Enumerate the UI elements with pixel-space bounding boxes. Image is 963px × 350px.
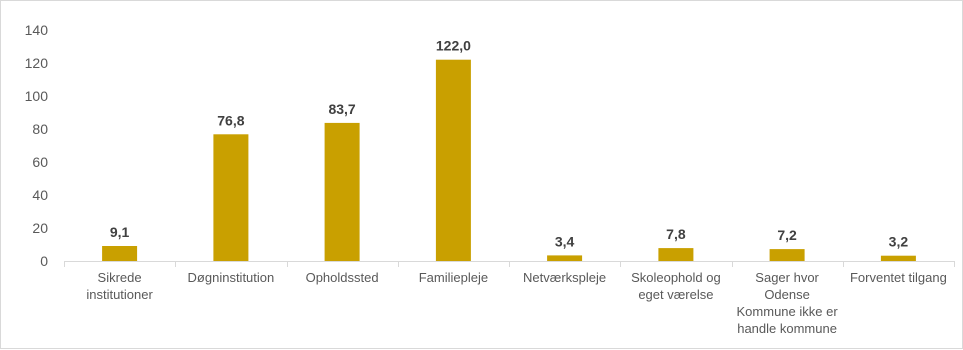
data-label: 3,4	[555, 233, 575, 249]
category-label: Forventet tilgang	[850, 270, 947, 285]
y-tick-label: 40	[32, 187, 48, 203]
bar	[547, 255, 583, 261]
y-tick-label: 20	[32, 220, 48, 236]
y-tick-label: 120	[25, 55, 49, 71]
category-label: Kommune ikke er	[737, 304, 839, 319]
category-label: eget værelse	[638, 287, 713, 302]
category-label: Sager hvor	[755, 270, 819, 285]
bar	[213, 134, 249, 261]
category-label: Netværkspleje	[523, 270, 606, 285]
category-label: Opholdssted	[306, 270, 379, 285]
bar	[435, 59, 471, 262]
data-label: 7,2	[777, 227, 797, 243]
data-label: 83,7	[328, 101, 355, 117]
y-tick-label: 0	[40, 253, 48, 269]
category-label: Skoleophold og	[631, 270, 721, 285]
bar	[102, 246, 138, 261]
data-label: 76,8	[217, 112, 244, 128]
data-label: 122,0	[436, 38, 471, 54]
bar	[324, 122, 360, 262]
bar	[769, 249, 805, 261]
data-label: 3,2	[889, 234, 909, 250]
y-tick-label: 140	[25, 22, 49, 38]
category-label: institutioner	[86, 287, 153, 302]
data-label: 9,1	[110, 224, 130, 240]
category-label: handle kommune	[737, 321, 837, 336]
bar	[658, 248, 694, 261]
y-tick-label: 60	[32, 154, 48, 170]
y-tick-label: 80	[32, 121, 48, 137]
category-label: Døgninstitution	[188, 270, 275, 285]
y-tick-label: 100	[25, 88, 49, 104]
category-label: Sikrede	[98, 270, 142, 285]
category-label: Odense	[764, 287, 810, 302]
bar	[880, 255, 916, 261]
data-label: 7,8	[666, 226, 686, 242]
category-label: Familiepleje	[419, 270, 488, 285]
